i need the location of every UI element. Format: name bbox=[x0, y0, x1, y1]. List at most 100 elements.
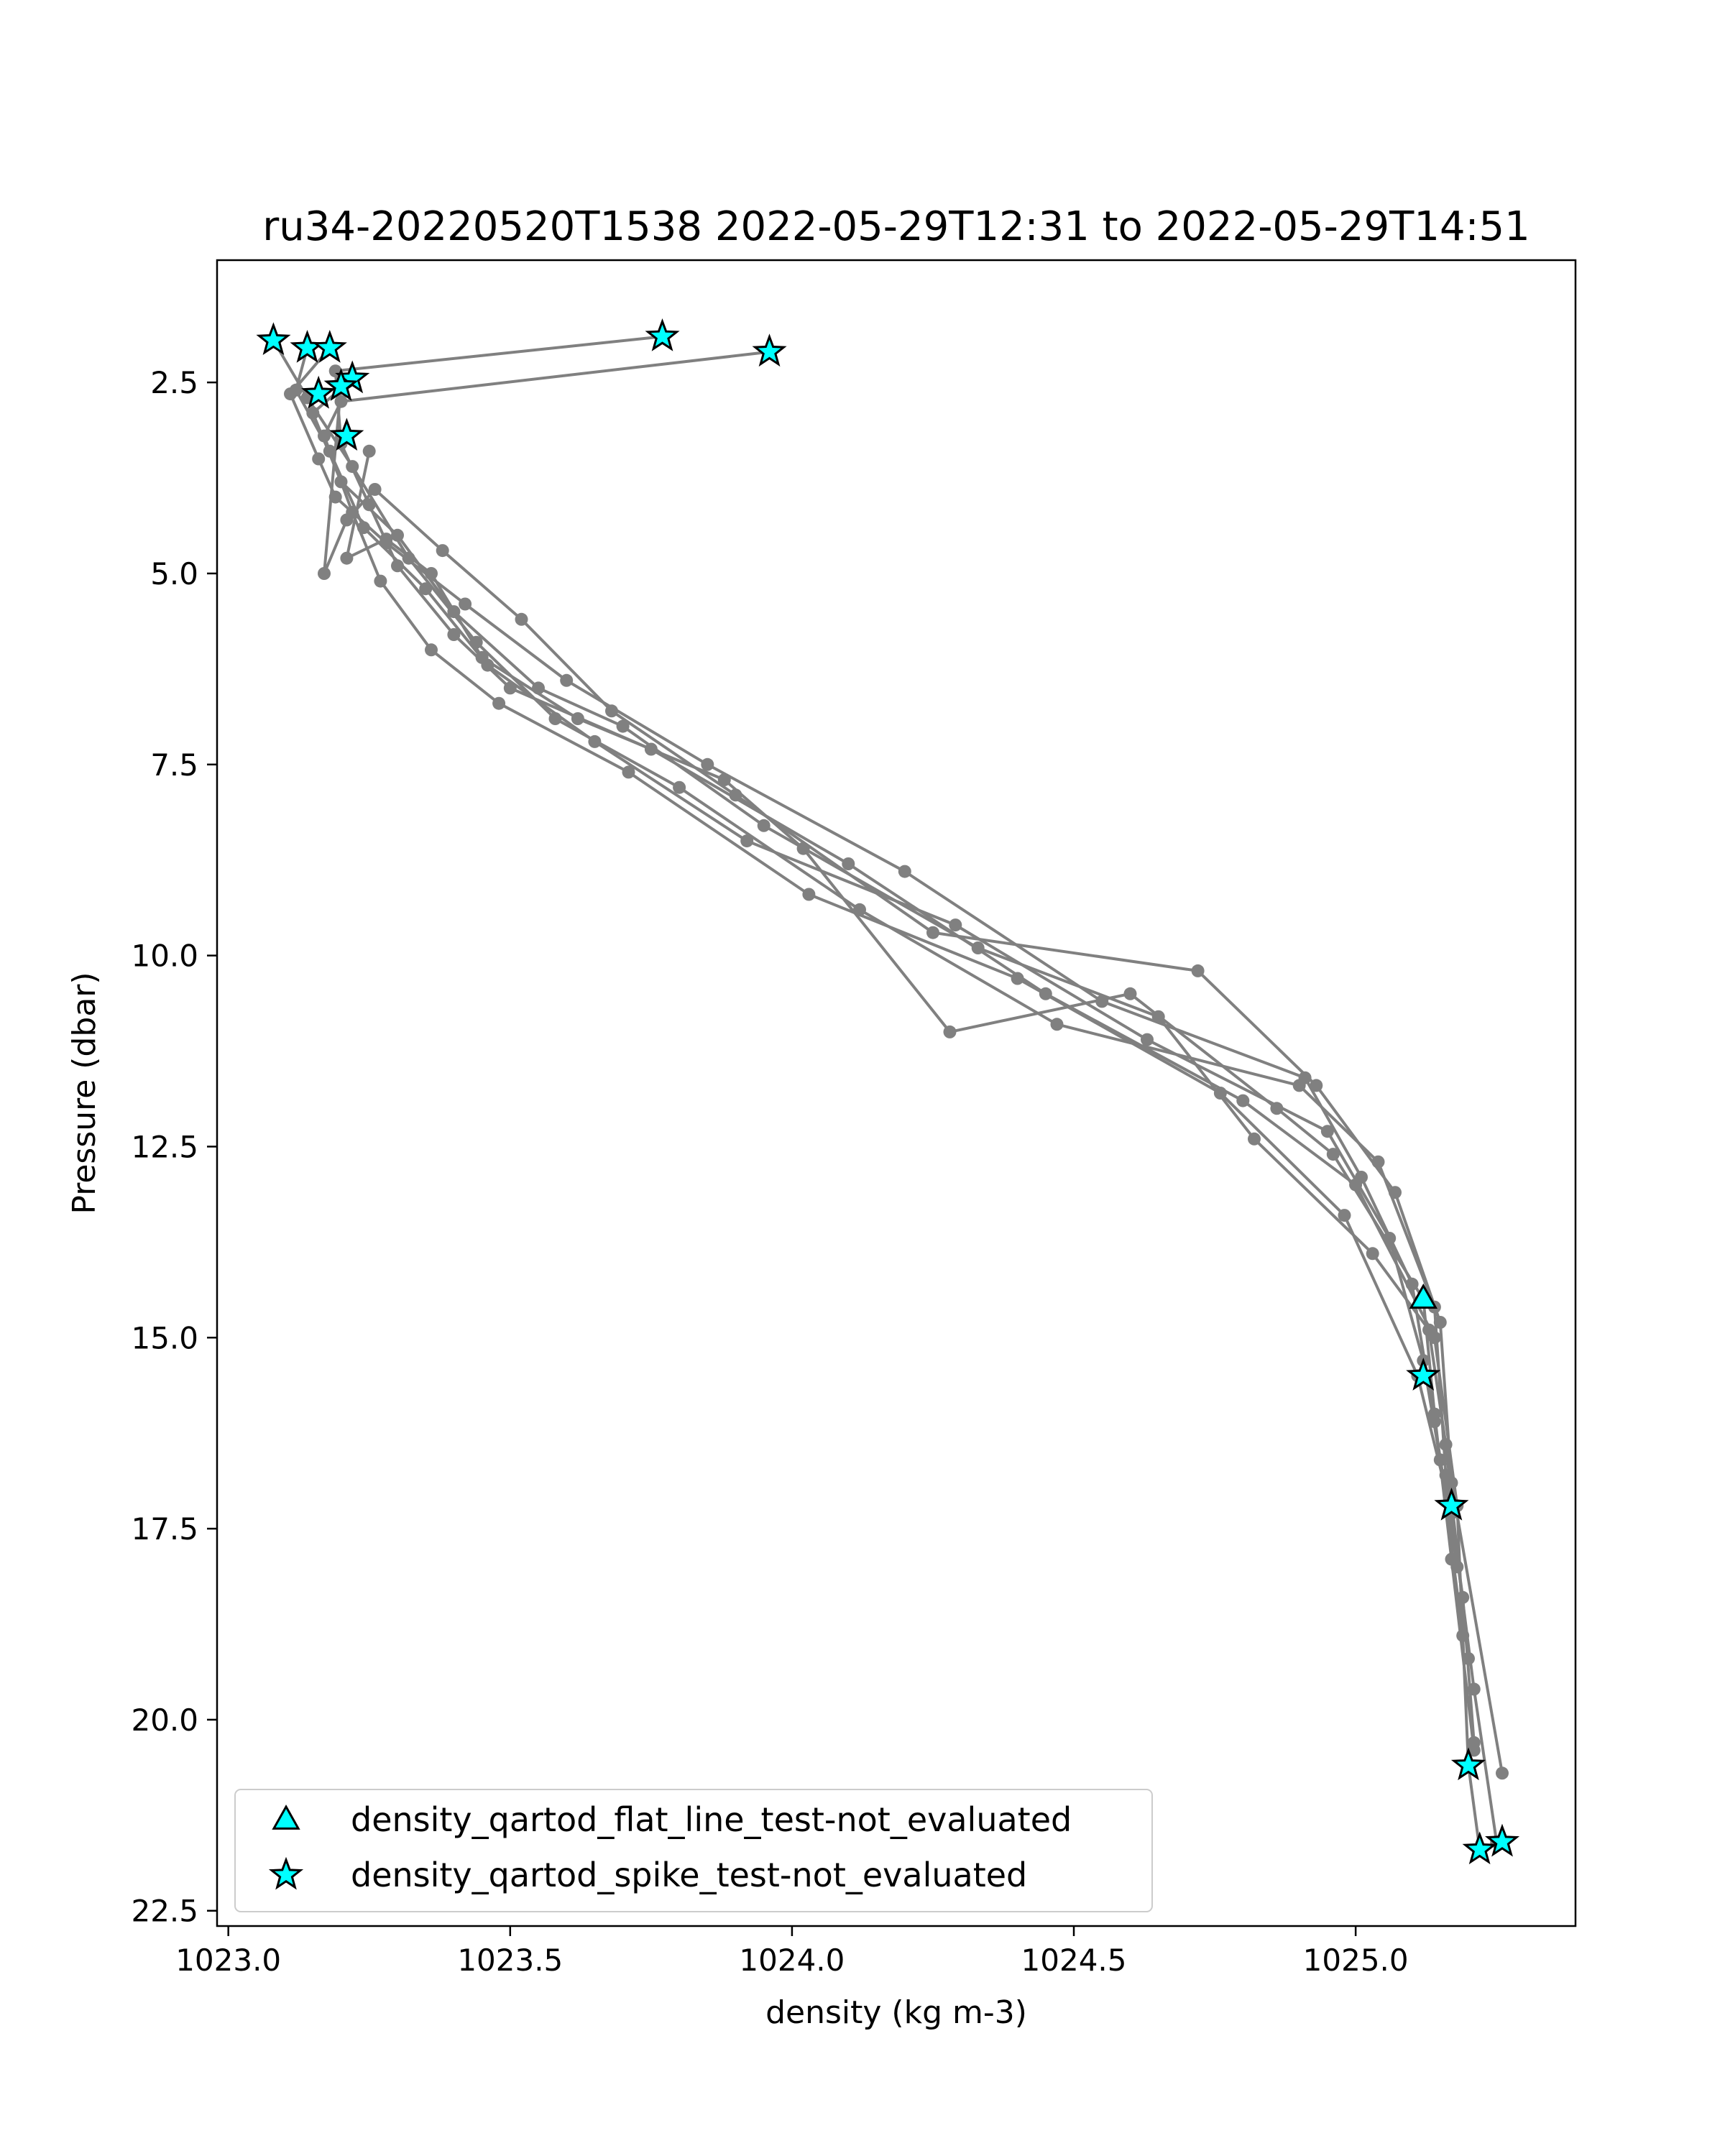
profile-point bbox=[1445, 1476, 1458, 1490]
spike-flag-marker bbox=[752, 333, 787, 367]
y-tick-label: 5.0 bbox=[150, 556, 198, 591]
profile-point bbox=[757, 819, 770, 832]
profile-point bbox=[1123, 987, 1137, 1000]
profile-point bbox=[1326, 1148, 1340, 1161]
profile-point bbox=[436, 544, 449, 558]
profile-point bbox=[346, 460, 359, 474]
legend-triangle-icon bbox=[272, 1804, 300, 1830]
spike-flag-marker bbox=[301, 375, 336, 409]
y-tick-label: 22.5 bbox=[131, 1894, 198, 1929]
chart-title: ru34-20220520T1538 2022-05-29T12:31 to 2… bbox=[262, 203, 1530, 250]
x-axis-title: density (kg m-3) bbox=[765, 1994, 1027, 2031]
profile-point bbox=[340, 513, 354, 527]
profile-line-5 bbox=[310, 377, 1470, 1659]
spike-flag-marker bbox=[312, 330, 347, 363]
profile-point bbox=[334, 475, 348, 489]
y-tick-label: 12.5 bbox=[131, 1129, 198, 1164]
profile-point bbox=[475, 650, 489, 664]
legend-label-spike: density_qartod_spike_test-not_evaluated bbox=[351, 1856, 1027, 1894]
profile-point bbox=[926, 926, 939, 939]
profile-series-2 bbox=[267, 333, 1481, 1749]
y-tick-label: 2.5 bbox=[150, 365, 198, 400]
y-axis-title: Pressure (dbar) bbox=[66, 972, 103, 1214]
profile-point bbox=[306, 406, 320, 420]
profile-point bbox=[419, 582, 433, 596]
y-axis: 2.5 5.0 7.5 10.0 12.5 15.0 17.5 20.0 22.5 bbox=[131, 365, 217, 1929]
profile-point bbox=[362, 444, 376, 458]
profile-line-7 bbox=[344, 451, 1476, 1751]
y-tick-label: 10.0 bbox=[131, 939, 198, 974]
profile-point bbox=[1433, 1316, 1447, 1329]
profile-point bbox=[1141, 1033, 1154, 1046]
y-tick-label: 15.0 bbox=[131, 1320, 198, 1355]
flat-line-flag-marker bbox=[1409, 1284, 1438, 1309]
profile-point bbox=[701, 757, 714, 771]
profile-point bbox=[898, 865, 911, 878]
profile-point bbox=[1320, 1125, 1334, 1138]
profile-line-6 bbox=[323, 386, 1504, 1774]
spike-flag-marker bbox=[323, 368, 359, 401]
spike-flag-marker bbox=[329, 418, 364, 451]
profile-point bbox=[1310, 1079, 1323, 1092]
x-tick-label: 1023.0 bbox=[175, 1943, 281, 1978]
profile-line-3 bbox=[294, 347, 1465, 1636]
profile-point bbox=[447, 628, 461, 641]
flags-layer bbox=[256, 318, 1520, 1865]
profile-point bbox=[1467, 1743, 1481, 1757]
profile-series-5 bbox=[306, 372, 1475, 1665]
spike-flag-marker bbox=[256, 322, 291, 356]
profile-point bbox=[605, 704, 618, 718]
profile-point bbox=[1355, 1171, 1368, 1184]
x-axis: 1023.0 1023.5 1024.0 1024.5 1025.0 bbox=[175, 1926, 1409, 1978]
profile-point bbox=[1050, 1018, 1064, 1031]
profile-series-3 bbox=[289, 341, 1470, 1642]
profile-point bbox=[1422, 1323, 1436, 1337]
profile-point bbox=[622, 765, 635, 779]
profile-series-4 bbox=[284, 341, 1464, 1574]
profile-point bbox=[425, 567, 438, 580]
legend-star-icon bbox=[268, 1856, 304, 1890]
x-tick-label: 1024.0 bbox=[739, 1943, 845, 1978]
profile-point bbox=[1236, 1094, 1250, 1107]
flag-series-0 bbox=[1409, 1284, 1438, 1309]
y-tick-label: 7.5 bbox=[150, 747, 198, 783]
profile-point bbox=[1366, 1247, 1379, 1261]
legend-triangle-marker bbox=[272, 1804, 300, 1830]
profile-point bbox=[560, 673, 574, 687]
profile-point bbox=[571, 712, 584, 725]
profile-line-1 bbox=[322, 350, 1499, 1843]
legend: density_qartod_flat_line_test-not_evalua… bbox=[234, 1789, 1153, 1912]
profile-point bbox=[588, 734, 602, 748]
profiles-layer bbox=[267, 330, 1509, 1856]
profile-point bbox=[717, 773, 731, 786]
x-tick-label: 1024.5 bbox=[1021, 1943, 1127, 1978]
profile-point bbox=[1496, 1766, 1509, 1780]
spike-flag-marker bbox=[1406, 1358, 1441, 1391]
x-tick-label: 1025.0 bbox=[1303, 1943, 1409, 1978]
profile-point bbox=[391, 528, 404, 542]
spike-flag-marker bbox=[290, 330, 325, 363]
flag-series-1 bbox=[256, 318, 1520, 1865]
profile-series-7 bbox=[340, 444, 1481, 1757]
legend-star-marker bbox=[268, 1856, 304, 1890]
profile-point bbox=[312, 452, 326, 466]
profile-point bbox=[802, 888, 816, 901]
profile-point bbox=[374, 574, 387, 588]
spike-flag-marker bbox=[1485, 1823, 1520, 1857]
profile-point bbox=[842, 857, 855, 870]
profile-point bbox=[1338, 1209, 1351, 1222]
profile-point bbox=[949, 918, 962, 932]
profile-point bbox=[1191, 964, 1205, 977]
profile-point bbox=[1011, 972, 1024, 985]
spike-flag-marker bbox=[1434, 1487, 1469, 1521]
spike-flag-marker bbox=[1450, 1747, 1486, 1781]
profile-point bbox=[616, 719, 630, 733]
profile-point bbox=[1270, 1102, 1284, 1115]
profile-point bbox=[1462, 1651, 1475, 1665]
profile-point bbox=[740, 834, 754, 848]
profile-point bbox=[492, 696, 506, 710]
profile-line-2 bbox=[272, 339, 1476, 1743]
profile-point bbox=[1445, 1552, 1458, 1566]
